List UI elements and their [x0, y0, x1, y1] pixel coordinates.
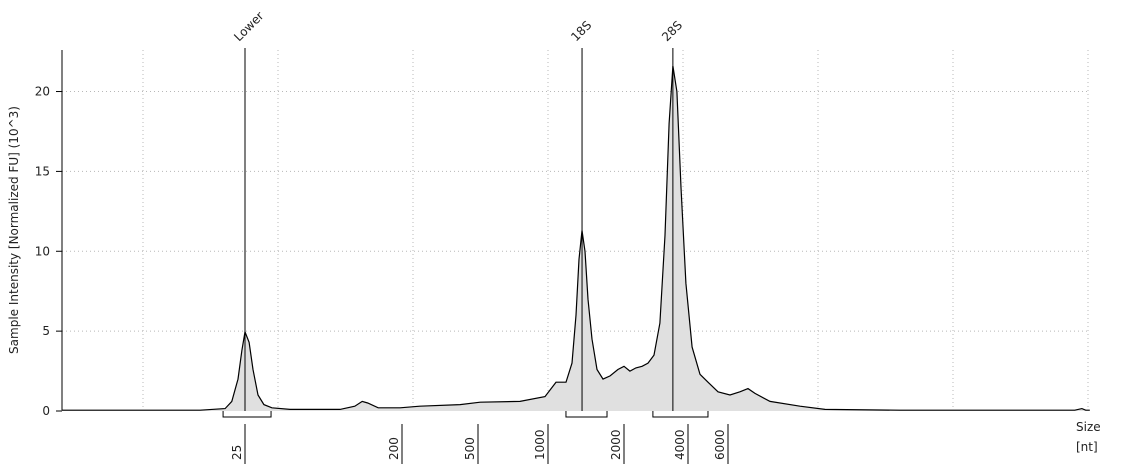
x-axis-title: Size: [1076, 420, 1101, 434]
x-tick-label: 500: [463, 437, 477, 460]
y-tick-label: 20: [35, 85, 50, 99]
x-tick-label: 4000: [673, 429, 687, 460]
peak-label: 28S: [659, 18, 685, 44]
x-axis-unit: [nt]: [1076, 440, 1098, 454]
x-tick-label: 25: [230, 445, 244, 460]
y-tick-label: 0: [42, 404, 50, 418]
region-bracket: [222, 411, 272, 418]
trace-fill: [61, 66, 1090, 411]
x-tick-label: 1000: [533, 429, 547, 460]
y-tick-label: 5: [42, 324, 50, 338]
region-bracket: [565, 411, 608, 418]
x-tick-label: 2000: [609, 429, 623, 460]
y-tick-label: 10: [35, 244, 50, 258]
x-tick-label: 200: [387, 437, 401, 460]
region-bracket: [652, 411, 709, 418]
y-axis-title: Sample Intensity [Normalized FU] (10^3): [7, 106, 21, 354]
y-tick-label: 15: [35, 164, 50, 178]
peak-label: Lower: [231, 9, 266, 44]
x-tick-label: 6000: [713, 429, 727, 460]
peak-label: 18S: [568, 18, 594, 44]
trace: [61, 65, 1090, 411]
